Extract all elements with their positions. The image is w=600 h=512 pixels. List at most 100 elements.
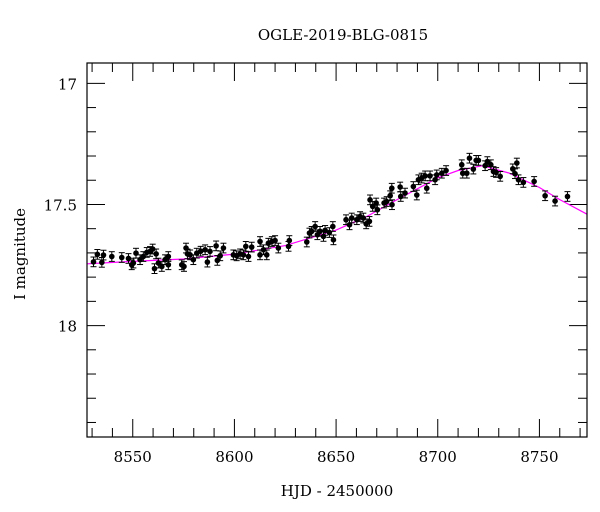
point-marker [464,170,470,177]
data-point [202,244,209,256]
data-point [303,236,310,248]
point-marker [260,246,267,253]
y-tick-label: 17 [58,75,77,93]
point-marker [542,192,548,199]
data-point [397,191,404,202]
y-tick-label: 17.5 [44,196,77,214]
point-marker [322,227,328,234]
point-marker [165,253,172,260]
y-axis-label: I magnitude [11,208,29,300]
point-marker [118,254,125,261]
x-tick-label: 8650 [317,448,355,466]
point-marker [470,166,477,172]
point-marker [366,218,373,225]
data-point [497,171,504,182]
data-point [108,251,115,262]
data-point [388,182,395,194]
point-marker [427,173,433,179]
point-marker [514,160,520,166]
data-point [165,251,172,262]
data-point [180,261,187,272]
data-point [367,194,374,206]
point-marker [330,237,337,243]
point-marker [257,238,263,245]
point-marker [564,193,571,200]
point-marker [213,243,219,249]
point-marker [245,253,252,260]
point-marker [317,228,323,235]
point-marker [165,261,172,268]
point-marker [285,243,292,250]
point-marker [512,170,518,177]
point-marker [312,223,318,230]
data-point [531,176,538,187]
data-point [308,226,315,237]
point-marker [181,263,187,270]
point-marker [202,246,208,253]
point-marker [388,185,395,192]
point-marker [286,237,293,244]
data-point [515,174,522,186]
data-point [275,242,282,254]
data-point [433,169,440,181]
axis-ticks [87,63,587,437]
data-points [90,152,571,274]
point-marker [346,222,353,228]
point-marker [197,248,204,255]
model-curve [86,165,588,265]
data-point [466,152,473,164]
point-marker [243,243,249,250]
data-point [348,212,355,224]
data-point [286,235,293,246]
data-point [248,241,255,253]
point-marker [308,228,315,235]
data-point [90,256,97,268]
point-marker [348,215,355,221]
x-tick-label: 8700 [419,448,457,466]
point-marker [187,252,193,258]
data-point [100,249,107,261]
point-marker [109,253,115,260]
data-point [366,216,373,227]
point-marker [159,263,165,270]
data-point [552,195,559,207]
data-point [272,235,279,246]
point-marker [275,245,282,251]
data-point [257,249,264,261]
x-tick-label: 8550 [114,448,152,466]
point-marker [433,172,440,178]
point-marker [263,252,270,258]
plot-frame [86,62,588,438]
data-point [475,155,482,166]
data-point [257,236,264,247]
data-point [470,163,477,175]
point-marker [304,239,310,245]
data-point [427,170,434,182]
point-marker [458,161,465,168]
point-marker [217,253,223,259]
point-marker [343,216,349,223]
data-point [184,248,191,260]
point-marker [493,169,499,176]
point-marker [459,170,466,177]
chart-title: OGLE-2019-BLG-0815 [258,26,428,44]
point-marker [204,259,211,265]
point-marker [475,157,482,164]
data-point [520,177,527,188]
point-marker [422,173,428,179]
data-point [542,190,549,202]
point-marker [220,245,227,251]
point-marker [439,170,445,177]
point-marker [423,185,430,192]
point-marker [94,251,101,258]
point-marker [520,179,527,186]
point-marker [90,259,97,265]
data-point [204,256,211,268]
x-tick-label: 8600 [215,448,253,466]
point-marker [330,223,336,230]
point-marker [466,155,473,161]
data-point [513,157,520,169]
point-marker [443,167,449,174]
point-marker [414,192,420,198]
point-marker [383,198,390,205]
